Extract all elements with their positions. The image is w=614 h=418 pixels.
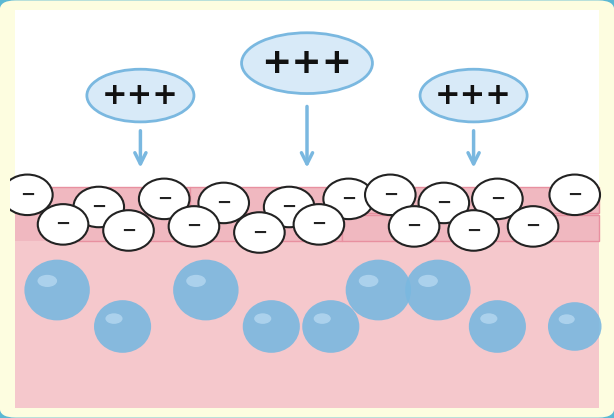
Text: −: − xyxy=(91,198,106,216)
Ellipse shape xyxy=(559,314,575,324)
Ellipse shape xyxy=(106,314,123,324)
Text: −: − xyxy=(437,194,451,212)
Text: −: − xyxy=(567,186,582,204)
Text: +++: +++ xyxy=(262,46,352,80)
Text: −: − xyxy=(341,190,356,208)
Ellipse shape xyxy=(103,210,154,251)
Ellipse shape xyxy=(241,33,373,94)
Ellipse shape xyxy=(472,178,523,219)
Bar xyxy=(144,215,249,242)
Bar xyxy=(56,215,144,242)
Ellipse shape xyxy=(448,210,499,251)
Bar xyxy=(435,215,529,242)
Ellipse shape xyxy=(139,178,190,219)
Bar xyxy=(295,187,389,213)
Ellipse shape xyxy=(420,69,527,122)
Ellipse shape xyxy=(198,183,249,223)
Text: −: − xyxy=(157,190,172,208)
Ellipse shape xyxy=(87,69,194,122)
Bar xyxy=(15,187,599,242)
Text: +++: +++ xyxy=(435,81,512,110)
Bar xyxy=(190,187,295,213)
Ellipse shape xyxy=(389,206,440,247)
Bar xyxy=(482,187,599,213)
Ellipse shape xyxy=(418,275,438,287)
Text: −: − xyxy=(252,224,267,242)
Bar xyxy=(15,10,599,187)
Bar xyxy=(342,215,435,242)
Ellipse shape xyxy=(419,183,469,223)
Ellipse shape xyxy=(37,275,57,287)
Text: −: − xyxy=(311,215,327,233)
Text: −: − xyxy=(216,194,231,212)
Ellipse shape xyxy=(314,314,331,324)
Bar xyxy=(97,187,190,213)
Text: −: − xyxy=(526,217,541,235)
Text: −: − xyxy=(282,198,297,216)
Bar xyxy=(249,215,342,242)
Text: −: − xyxy=(20,186,35,204)
Ellipse shape xyxy=(234,212,285,253)
Ellipse shape xyxy=(508,206,558,247)
Text: −: − xyxy=(383,186,398,204)
Ellipse shape xyxy=(38,204,88,245)
Ellipse shape xyxy=(550,175,600,215)
Bar xyxy=(529,215,599,242)
Ellipse shape xyxy=(324,178,374,219)
Bar xyxy=(15,187,97,213)
Text: −: − xyxy=(55,215,71,233)
Bar xyxy=(15,242,599,408)
Text: +++: +++ xyxy=(102,81,179,110)
Bar xyxy=(389,187,482,213)
Ellipse shape xyxy=(264,187,314,227)
Ellipse shape xyxy=(2,175,53,215)
Ellipse shape xyxy=(94,300,151,353)
Text: −: − xyxy=(490,190,505,208)
Ellipse shape xyxy=(480,314,497,324)
Ellipse shape xyxy=(469,300,526,353)
Ellipse shape xyxy=(302,300,359,353)
Ellipse shape xyxy=(243,300,300,353)
Ellipse shape xyxy=(25,260,90,321)
Ellipse shape xyxy=(173,260,239,321)
Text: −: − xyxy=(187,217,201,235)
Ellipse shape xyxy=(405,260,470,321)
Ellipse shape xyxy=(169,206,219,247)
Ellipse shape xyxy=(74,187,124,227)
Ellipse shape xyxy=(346,260,411,321)
Ellipse shape xyxy=(186,275,206,287)
Ellipse shape xyxy=(548,302,602,351)
Ellipse shape xyxy=(293,204,344,245)
Text: −: − xyxy=(121,222,136,240)
Ellipse shape xyxy=(359,275,378,287)
Text: −: − xyxy=(406,217,422,235)
Ellipse shape xyxy=(254,314,271,324)
Ellipse shape xyxy=(365,175,416,215)
Text: −: − xyxy=(466,222,481,240)
